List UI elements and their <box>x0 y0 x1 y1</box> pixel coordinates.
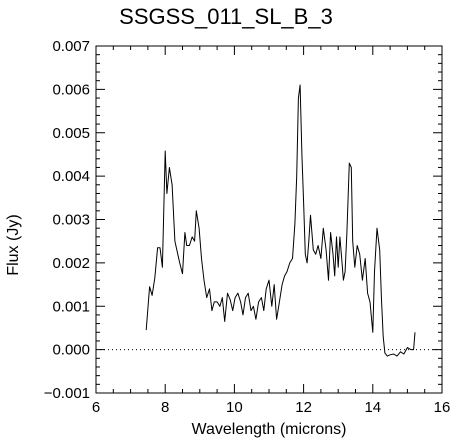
y-tick-label: 0.004 <box>52 168 90 185</box>
spectrum-line <box>145 84 416 357</box>
y-tick-label: 0.007 <box>52 38 90 55</box>
x-tick-label: 6 <box>92 399 100 416</box>
x-tick-label: 14 <box>364 399 381 416</box>
y-tick-label: 0.001 <box>52 298 90 315</box>
y-tick-label: 0.006 <box>52 81 90 98</box>
x-tick-label: 10 <box>226 399 243 416</box>
y-tick-label: 0.005 <box>52 125 90 142</box>
x-tick-label: 12 <box>295 399 312 416</box>
x-tick-label: 16 <box>434 399 451 416</box>
y-tick-label: 0.002 <box>52 255 90 272</box>
x-tick-label: 8 <box>161 399 169 416</box>
x-axis-label: Wavelength (microns) <box>191 421 347 438</box>
plot-frame <box>95 45 443 394</box>
chart-title: SSGSS_011_SL_B_3 <box>119 4 333 29</box>
y-tick-label: −0.001 <box>44 385 90 402</box>
y-tick-label: 0.003 <box>52 212 90 229</box>
y-tick-label: 0.000 <box>52 342 90 359</box>
